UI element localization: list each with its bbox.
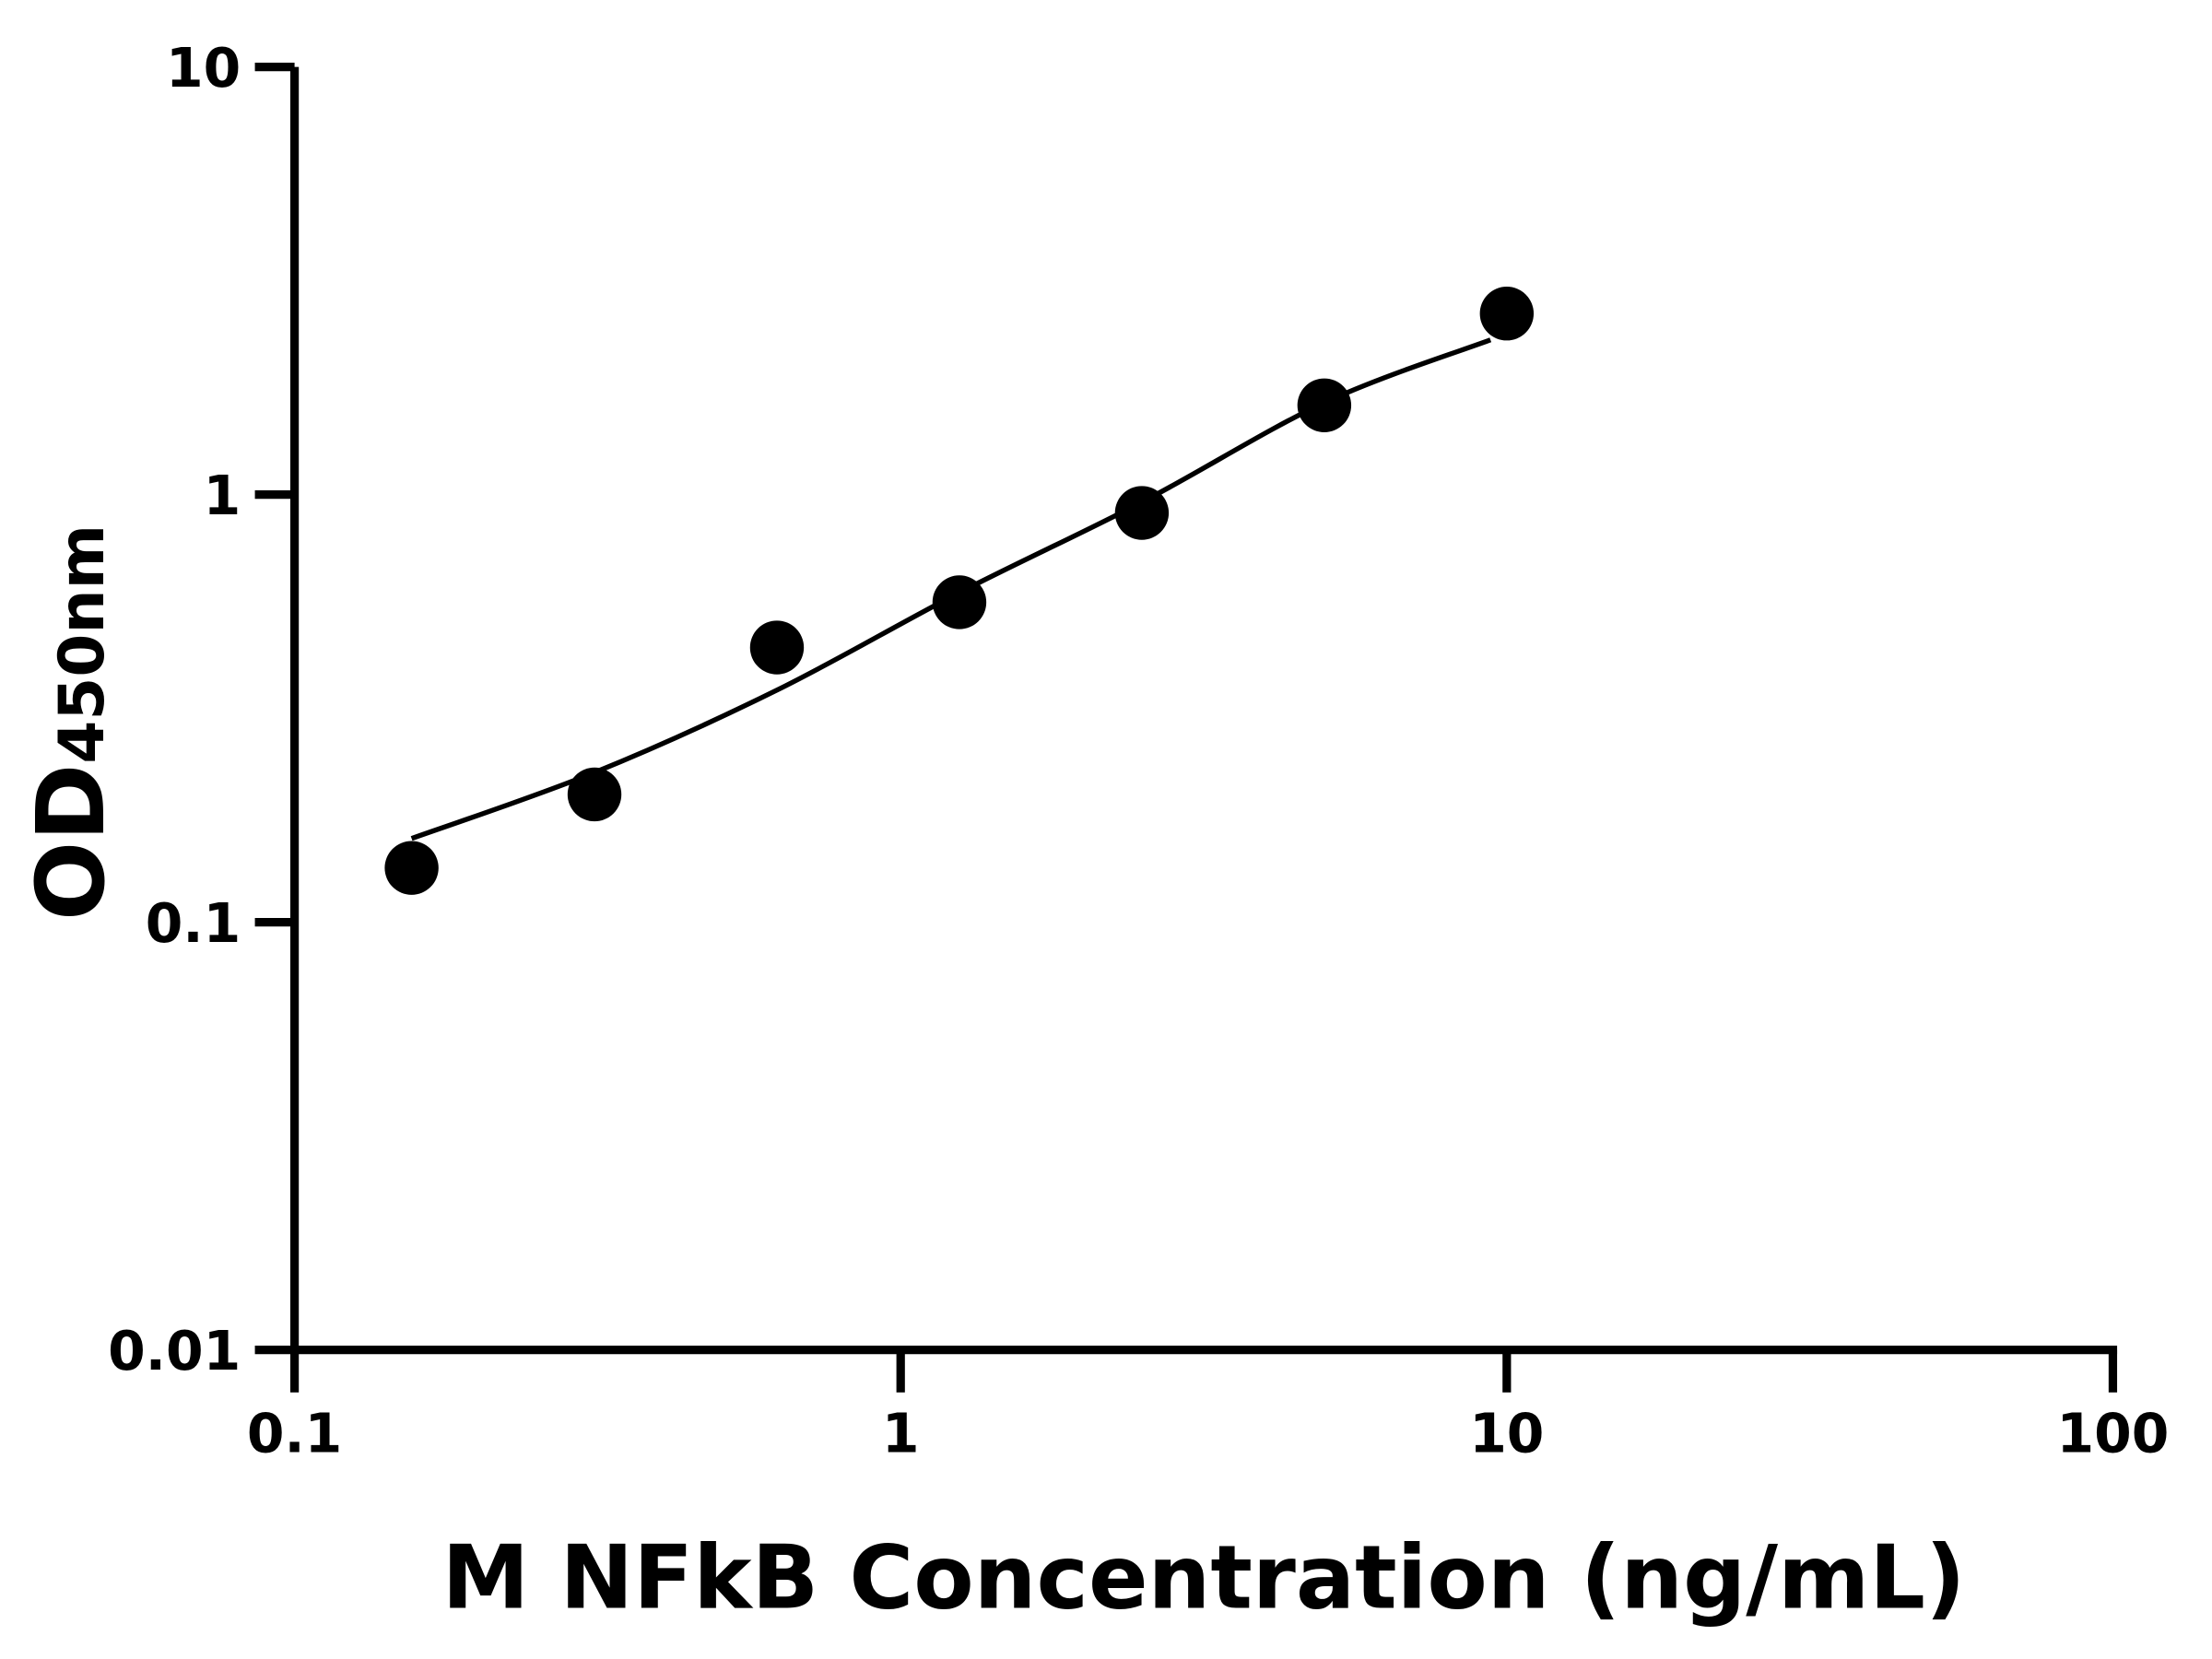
data-point [1297, 378, 1352, 432]
data-point [1114, 486, 1170, 540]
data-point [384, 841, 439, 895]
y-tick-label: 0.1 [146, 892, 241, 955]
y-axis-label: OD450nm [17, 524, 125, 921]
data-point [749, 620, 805, 675]
y-tick-label: 1 [204, 465, 241, 527]
data-point [932, 575, 987, 629]
y-axis-label-sub: 450nm [45, 524, 118, 764]
x-tick-label: 0.1 [247, 1402, 342, 1465]
y-axis-label-main: OD [17, 764, 125, 921]
y-tick-label: 10 [166, 37, 241, 100]
y-tick-label: 0.01 [108, 1320, 241, 1382]
x-tick-label: 100 [2057, 1402, 2170, 1465]
x-tick-label: 1 [882, 1402, 920, 1465]
x-axis-label: M NFkB Concentration (ng/mL) [442, 1527, 1966, 1629]
data-point [1479, 287, 1535, 341]
data-point [567, 767, 622, 822]
x-tick-label: 10 [1469, 1402, 1544, 1465]
